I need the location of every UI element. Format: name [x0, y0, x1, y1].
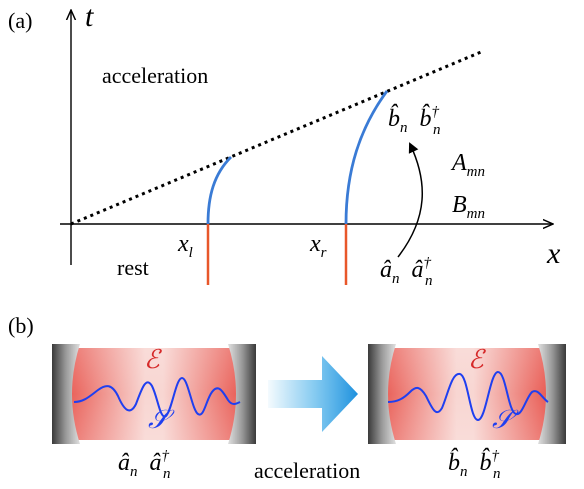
transformation-arrow	[397, 142, 424, 258]
right-accelerated-trajectory	[344, 90, 389, 225]
left-cavity-wave	[73, 376, 241, 418]
acceleration-arrow-label: acceleration	[254, 458, 360, 483]
left-cavity-left-mirror	[52, 344, 80, 444]
coefficient-B: Bmn	[452, 192, 485, 222]
right-cavity-wave	[387, 370, 549, 422]
coefficient-A: Amn	[450, 150, 485, 180]
right-cavity-operators: b̂n b̂† n	[448, 448, 501, 482]
t-axis-label: t	[85, 0, 94, 33]
initial-operators: ân â† n	[380, 255, 433, 289]
right-field-label: ℰ	[468, 345, 486, 374]
right-cavity: ℰ 𝒮	[368, 344, 566, 444]
acceleration-arrow	[268, 356, 358, 432]
panel-a-tag: (a)	[8, 8, 32, 33]
left-field-label: ℰ	[144, 345, 162, 374]
acceleration-label: acceleration	[102, 63, 208, 88]
rest-label: rest	[117, 255, 149, 280]
left-accelerated-trajectory	[206, 156, 232, 225]
right-cavity-right-mirror	[538, 344, 566, 444]
x-left-label: xl	[177, 231, 193, 261]
right-cavity-left-mirror	[368, 344, 396, 444]
x-right-label: xr	[309, 231, 327, 261]
left-cavity-right-mirror	[228, 344, 256, 444]
panel-b-tag: (b)	[8, 313, 34, 338]
final-operators: b̂n b̂† n	[388, 104, 441, 138]
left-cavity-operators: ân â† n	[118, 448, 171, 482]
left-cavity: ℰ 𝒮	[52, 344, 256, 444]
x-axis-label: x	[546, 237, 561, 270]
